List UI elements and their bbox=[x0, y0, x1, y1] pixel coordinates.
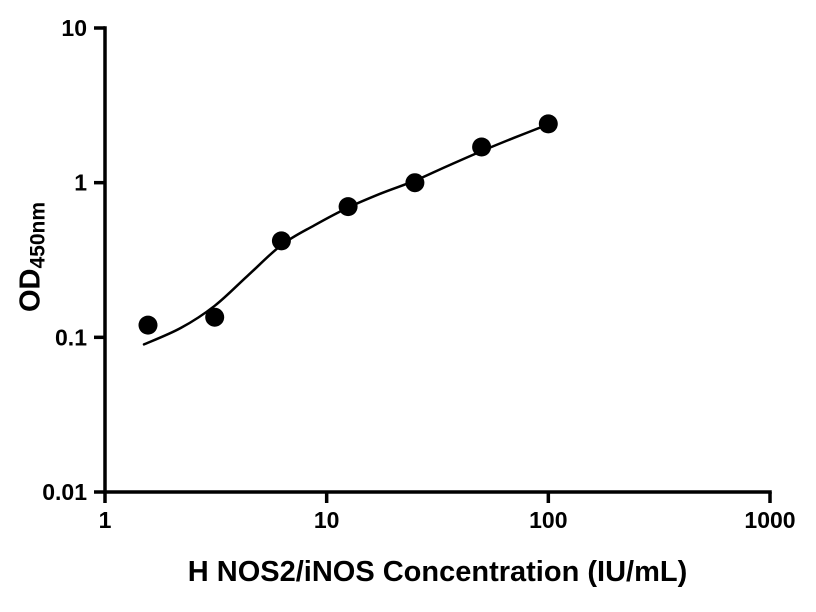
axis-spines bbox=[103, 26, 772, 494]
fit-curve bbox=[142, 123, 550, 346]
y-axis-title-main: OD bbox=[14, 268, 47, 313]
data-point bbox=[472, 137, 492, 157]
x-axis-title: H NOS2/iNOS Concentration (IU/mL) bbox=[187, 556, 688, 588]
data-point bbox=[271, 231, 291, 251]
x-tick-label: 1000 bbox=[744, 507, 795, 533]
y-tick-label: 1 bbox=[74, 170, 87, 196]
y-tick-label: 0.1 bbox=[55, 324, 87, 350]
x-tick-label: 10 bbox=[314, 507, 340, 533]
y-tick-label: 0.01 bbox=[42, 479, 87, 505]
data-point bbox=[338, 197, 358, 217]
x-tick-label: 1 bbox=[99, 507, 112, 533]
data-point bbox=[138, 315, 158, 335]
x-tick-label: 100 bbox=[529, 507, 567, 533]
data-point bbox=[205, 307, 225, 327]
y-axis-title: OD450nm bbox=[14, 201, 50, 313]
data-point bbox=[405, 173, 425, 193]
data-point bbox=[538, 114, 558, 134]
y-tick-label: 10 bbox=[61, 15, 87, 41]
y-axis-title-subscript: 450nm bbox=[26, 201, 50, 269]
